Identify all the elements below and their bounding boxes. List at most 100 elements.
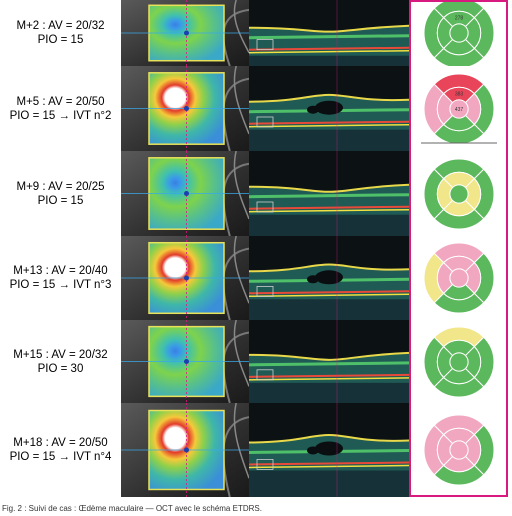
rpe-layer-2 (249, 123, 409, 128)
oct-panel (249, 151, 409, 236)
etdrs-panel (409, 236, 508, 320)
etdrs-center (448, 183, 469, 204)
choroid (249, 382, 409, 403)
fundus-panel (121, 0, 249, 66)
oct-inset-box (256, 459, 274, 470)
intraretinal-cyst (307, 446, 319, 455)
etdrs-center-value: 437 (454, 107, 463, 113)
fundus-panel (121, 66, 249, 151)
ilm-layer (249, 183, 409, 193)
choroid (249, 470, 409, 497)
intraretinal-cyst (307, 275, 319, 284)
visit-pressure: PIO = 15 → IVT n°2 (9, 109, 112, 122)
inner-retina-layer (249, 193, 409, 199)
retinal-vessel (222, 8, 249, 66)
visit-pressure: PIO = 15 → IVT n°3 (9, 279, 112, 291)
rpe-layer-2 (249, 49, 409, 54)
etdrs-panel (409, 151, 508, 236)
etdrs-chart (423, 414, 494, 486)
oct-panel (249, 320, 409, 403)
rpe-layer-2 (249, 377, 409, 381)
choroid (249, 299, 409, 320)
etdrs-inner-superior-value: 383 (454, 91, 463, 97)
fundus-image (121, 66, 249, 151)
visit-acuity: M+13 : AV = 20/40 (13, 265, 108, 277)
oct-inset-box (256, 201, 274, 213)
visit-label: M+18 : AV = 20/50 PIO = 15 → IVT n°4 (0, 403, 121, 497)
follow-up-row: M+18 : AV = 20/50 PIO = 15 → IVT n°4 (0, 403, 512, 497)
etdrs-inner-superior-value: 278 (454, 16, 463, 22)
fundus-panel (121, 151, 249, 236)
ilm-layer (249, 263, 409, 273)
etdrs-panel: 278 (409, 0, 508, 69)
etdrs-chart (423, 242, 494, 314)
retinal-vessel (222, 77, 249, 151)
retinal-vessel (233, 151, 249, 220)
ilm-layer (249, 93, 409, 103)
retinal-vessel (233, 236, 249, 304)
oct-inset-box (256, 39, 274, 50)
visit-acuity: M+18 : AV = 20/50 (13, 437, 108, 449)
oct-panel (249, 403, 409, 497)
retinal-vessel (233, 320, 249, 387)
etdrs-chart: 437 383 (420, 73, 497, 144)
fundus-image (121, 151, 249, 236)
oct-b-scan (249, 403, 409, 497)
visit-pressure: PIO = 15 → IVT n°4 (9, 451, 112, 463)
retinal-vessel (222, 247, 249, 320)
choroid (249, 214, 409, 236)
oct-panel (249, 66, 409, 151)
rpe-layer (249, 120, 409, 125)
oct-b-scan (249, 0, 409, 66)
fovea-marker (184, 359, 189, 364)
retinal-vessel (222, 416, 249, 497)
retinal-vessel (233, 0, 249, 54)
visit-label: M+9 : AV = 20/25 PIO = 15 (0, 151, 121, 236)
retinal-vessel (222, 162, 249, 236)
rpe-layer (249, 290, 409, 295)
etdrs-chart (423, 158, 494, 229)
fovea-marker (184, 191, 189, 196)
etdrs-center (448, 23, 469, 43)
follow-up-row: M+9 : AV = 20/25 PIO = 15 (0, 151, 512, 236)
follow-up-row: M+15 : AV = 20/32 PIO = 30 (0, 320, 512, 403)
rpe-layer-2 (249, 208, 409, 213)
etdrs-center (448, 98, 469, 119)
etdrs-center (448, 268, 469, 288)
oct-b-scan (249, 320, 409, 403)
fundus-image (121, 236, 249, 320)
fovea-marker (184, 106, 189, 111)
etdrs-center (448, 351, 469, 372)
retinal-vessel (233, 403, 249, 479)
visit-label: M+13 : AV = 20/40 PIO = 15 → IVT n°3 (0, 236, 121, 320)
intraretinal-cyst (307, 105, 319, 114)
etdrs-chart (423, 326, 494, 397)
visit-acuity: M+15 : AV = 20/32 (13, 348, 108, 361)
choroid (249, 55, 409, 66)
rpe-layer (249, 461, 409, 466)
rpe-layer (249, 205, 409, 210)
intraretinal-cyst (315, 100, 343, 115)
choroid (249, 129, 409, 151)
visit-pressure: PIO = 15 (37, 194, 84, 207)
visit-pressure: PIO = 15 (37, 34, 84, 46)
visit-acuity: M+5 : AV = 20/50 (16, 95, 105, 108)
ilm-layer (249, 351, 409, 361)
rpe-layer (249, 46, 409, 51)
figure-caption: Fig. 2 : Suivi de cas : Œdème maculaire … (2, 504, 262, 513)
rpe-layer-2 (249, 464, 409, 469)
oct-b-scan (249, 66, 409, 151)
oct-inset-box (256, 116, 274, 128)
rpe-layer-2 (249, 293, 409, 298)
fundus-panel (121, 403, 249, 497)
retinal-vessel (222, 331, 249, 403)
ilm-layer (249, 433, 409, 444)
inner-retina-layer (249, 361, 409, 367)
visit-label: M+15 : AV = 20/32 PIO = 30 (0, 320, 121, 403)
fovea-marker (184, 275, 189, 281)
fundus-image (121, 320, 249, 403)
visit-acuity: M+2 : AV = 20/32 (16, 20, 105, 32)
intraretinal-cyst (315, 270, 343, 285)
follow-up-row: M+13 : AV = 20/40 PIO = 15 → IVT n°3 (0, 236, 512, 320)
intraretinal-cyst (315, 441, 343, 456)
